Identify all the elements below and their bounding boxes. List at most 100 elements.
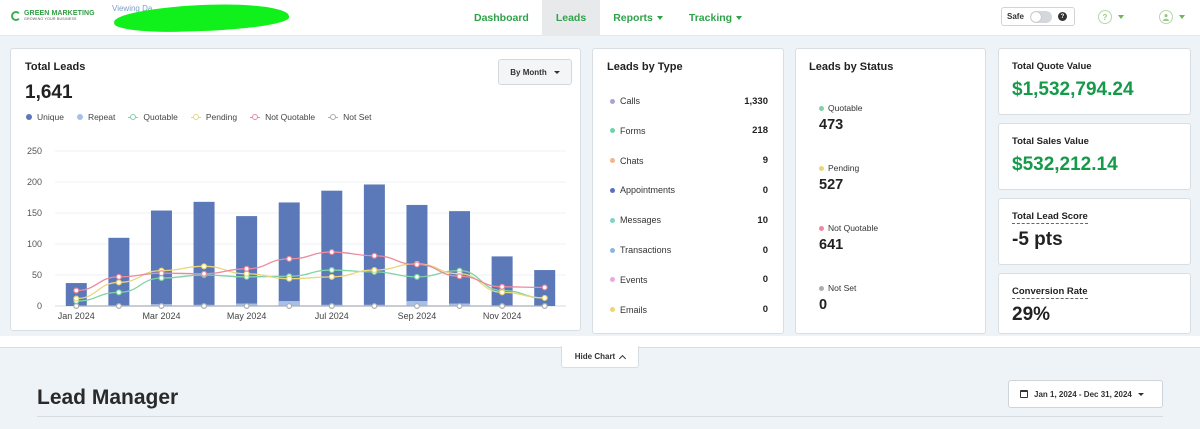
- safe-mode-label: Safe: [1007, 12, 1024, 21]
- chevron-down-icon: [1179, 15, 1185, 19]
- kpi-title: Total Sales Value: [1012, 136, 1089, 147]
- legend-label: Not Quotable: [265, 112, 316, 122]
- nav-leads[interactable]: Leads: [541, 0, 601, 36]
- calendar-icon: [1020, 390, 1028, 398]
- date-range-picker[interactable]: Jan 1, 2024 - Dec 31, 2024: [1008, 380, 1163, 408]
- series-point: [541, 303, 548, 310]
- x-tick-label: Jan 2024: [58, 311, 95, 321]
- bar-unique: [321, 190, 343, 306]
- total-leads-title: Total Leads: [25, 61, 86, 73]
- status-value: 641: [819, 237, 844, 253]
- series-point: [243, 265, 250, 272]
- leads-by-status-title: Leads by Status: [809, 61, 894, 73]
- bar-unique: [363, 184, 385, 306]
- safe-mode-toggle[interactable]: [1029, 10, 1052, 23]
- series-point: [541, 284, 548, 291]
- kpi-title[interactable]: Total Lead Score: [1012, 211, 1088, 224]
- viewing-account-label: Viewing Da: [112, 4, 153, 13]
- logo-icon: [11, 10, 21, 21]
- leads-by-status-card: Leads by Status Quotable 473 Pending 527 Not…: [795, 48, 986, 334]
- chevron-down-icon: [1118, 15, 1124, 19]
- user-avatar-icon: [1159, 10, 1173, 24]
- series-point: [328, 273, 335, 280]
- safe-mode-control: Safe ?: [1001, 7, 1075, 26]
- series-point: [371, 267, 378, 274]
- y-tick-label: 200: [27, 177, 42, 187]
- status-dot: [819, 285, 824, 291]
- logo-tagline: GROWING YOUR BUSINESS: [24, 17, 77, 21]
- lead-type-row: Calls 1,330: [610, 94, 768, 108]
- type-label: Forms: [620, 125, 646, 136]
- status-dot: [819, 165, 824, 171]
- series-point: [286, 275, 293, 282]
- legend-item[interactable]: Not Quotable: [250, 112, 315, 122]
- series-point: [73, 303, 80, 310]
- question-circle-icon: ?: [1098, 10, 1112, 24]
- lead-type-row: Emails 0: [610, 303, 768, 317]
- series-point: [201, 303, 208, 310]
- legend-item[interactable]: Quotable: [128, 112, 178, 122]
- bar-unique: [449, 211, 471, 306]
- legend-item[interactable]: Unique: [26, 112, 64, 122]
- legend-label: Pending: [205, 112, 238, 122]
- nav-tracking[interactable]: Tracking: [676, 0, 755, 36]
- type-dot: [610, 187, 615, 193]
- series-point: [328, 249, 335, 256]
- series-point: [286, 303, 293, 310]
- period-select[interactable]: By Month: [498, 59, 572, 85]
- legend-label: Quotable: [143, 112, 178, 122]
- legend-item[interactable]: Repeat: [76, 112, 116, 122]
- help-menu[interactable]: ?: [1098, 10, 1124, 24]
- bar-unique: [193, 201, 215, 306]
- type-dot: [610, 98, 615, 104]
- total-sales-value-card: Total Sales Value $532,212.14: [998, 123, 1191, 190]
- y-tick-label: 100: [27, 239, 42, 249]
- series-point: [328, 303, 335, 310]
- total-leads-card: Total Leads 1,641 By Month Unique Repeat Q…: [10, 48, 581, 331]
- series-point: [158, 275, 165, 282]
- x-tick-label: May 2024: [227, 311, 267, 321]
- series-point: [73, 295, 80, 302]
- kpi-value: $1,532,794.24: [1012, 79, 1134, 100]
- y-tick-label: 50: [32, 270, 42, 280]
- legend-label: Not Set: [343, 112, 372, 122]
- legend-item[interactable]: Pending: [190, 112, 238, 122]
- chevron-down-icon: [1137, 392, 1144, 396]
- nav-reports[interactable]: Reports: [600, 0, 676, 36]
- hide-chart-button[interactable]: Hide Chart: [561, 346, 639, 368]
- series-point: [158, 270, 165, 277]
- y-tick-label: 150: [27, 208, 42, 218]
- legend-label: Repeat: [87, 112, 116, 122]
- type-value: 1,330: [744, 95, 768, 107]
- bar-unique: [491, 256, 513, 306]
- lead-type-row: Messages 10: [610, 213, 768, 227]
- type-value: 9: [762, 155, 768, 167]
- user-menu[interactable]: [1159, 10, 1185, 24]
- legend-swatch: [328, 114, 339, 120]
- bar-unique: [278, 202, 300, 306]
- chevron-down-icon: [553, 70, 560, 74]
- status-label: Quotable: [828, 103, 863, 113]
- chart-legend: Unique Repeat Quotable Pending Not Quotable N…: [26, 112, 372, 122]
- legend-item[interactable]: Not Set: [328, 112, 372, 122]
- help-icon[interactable]: ?: [1057, 12, 1067, 21]
- type-label: Emails: [620, 304, 648, 315]
- type-value: 10: [757, 214, 768, 226]
- series-point: [456, 303, 463, 310]
- series-point: [499, 283, 506, 290]
- x-tick-label: Sep 2024: [398, 311, 437, 321]
- series-point: [541, 294, 548, 301]
- nav-dashboard[interactable]: Dashboard: [474, 12, 529, 24]
- logo[interactable]: GREEN MARKETING GROWING YOUR BUSINESS: [11, 10, 95, 22]
- total-quote-value-card: Total Quote Value $1,532,794.24: [998, 48, 1191, 115]
- kpi-title[interactable]: Conversion Rate: [1012, 286, 1088, 299]
- series-point: [371, 252, 378, 259]
- status-value: 527: [819, 177, 844, 193]
- series-point: [73, 287, 80, 294]
- kpi-title: Total Quote Value: [1012, 61, 1092, 72]
- series-point: [413, 303, 420, 310]
- status-block: Quotable 473: [819, 103, 863, 133]
- bar-unique: [236, 216, 258, 306]
- leads-by-type-title: Leads by Type: [607, 61, 683, 73]
- status-label: Not Quotable: [828, 223, 879, 233]
